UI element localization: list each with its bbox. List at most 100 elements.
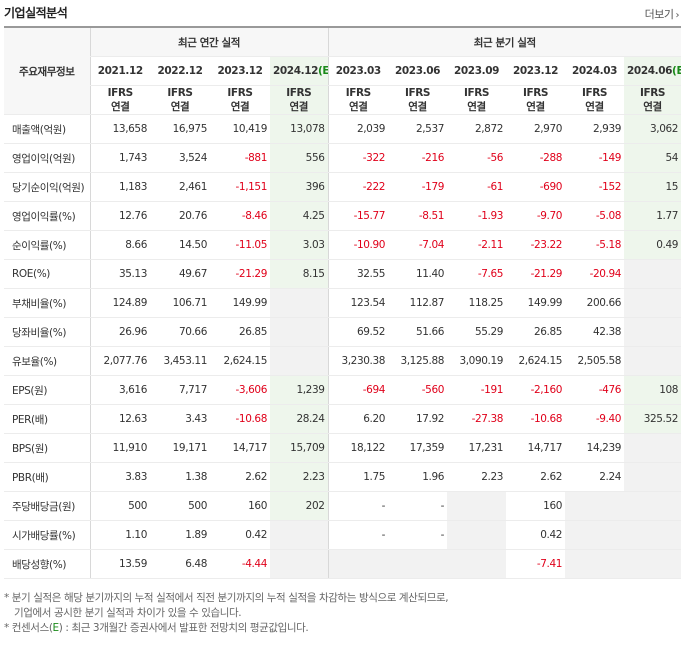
annual-period: 2022.12 — [150, 56, 210, 86]
table-row: EPS(원) 3,616 7,717 -3,606 1,239 -694 -560 -191-… — [4, 375, 681, 405]
table-cell: 325.52 — [624, 404, 681, 434]
table-cell: 160 — [210, 491, 270, 521]
table-cell: -216 — [388, 143, 448, 173]
consolidated-label: 연결 — [585, 101, 604, 113]
table-cell: 149.99 — [210, 288, 270, 318]
table-cell: 3,090.19 — [447, 346, 507, 376]
table-cell: 2,537 — [388, 114, 448, 144]
table-cell: -21.29 — [506, 259, 566, 289]
ifrs-basis: IFRS 연결 — [327, 85, 389, 115]
table-cell: 123.54 — [327, 288, 389, 318]
table-cell — [270, 346, 329, 376]
table-cell: 160 — [506, 491, 566, 521]
table-cell — [624, 288, 681, 318]
table-cell: 26.96 — [89, 317, 150, 347]
table-cell: 11,910 — [89, 433, 150, 463]
quarter-period: 2023.09 — [447, 56, 507, 86]
row-label: EPS(원) — [4, 375, 90, 405]
row-label: 주당배당금(원) — [4, 491, 90, 521]
consolidated-label: 연결 — [230, 101, 250, 113]
estimate-mark: (E) — [672, 65, 681, 77]
annual-period: 2023.12 — [210, 56, 270, 86]
table-cell: -4.44 — [210, 549, 270, 579]
table-cell: -694 — [327, 375, 389, 405]
footnote-quarterly-cont: 기업에서 공시한 분기 실적과 차이가 있을 수 있습니다. — [14, 607, 242, 619]
table-cell — [270, 288, 329, 318]
table-cell: -881 — [210, 143, 270, 173]
table-cell: 55.29 — [447, 317, 507, 347]
table-cell: -9.70 — [506, 201, 566, 231]
table-cell: 2.62 — [506, 462, 566, 492]
table-cell: 500 — [89, 491, 150, 521]
label-header: 주요재무정보 — [4, 26, 90, 115]
table-cell: -322 — [327, 143, 389, 173]
table-cell: 14,717 — [506, 433, 566, 463]
table-cell: 3,453.11 — [150, 346, 210, 376]
table-cell: -11.05 — [210, 230, 270, 260]
table-cell: 2.62 — [210, 462, 270, 492]
table-cell: 51.66 — [388, 317, 448, 347]
table-cell: 1.77 — [624, 201, 681, 231]
ifrs-label: IFRS — [581, 87, 608, 99]
table-cell: -61 — [447, 172, 507, 202]
table-cell — [388, 549, 448, 579]
table-cell: 32.55 — [327, 259, 389, 289]
more-link[interactable]: 더보기 › — [645, 6, 680, 22]
table-cell — [624, 433, 681, 463]
table-cell — [624, 317, 681, 347]
table-cell: 2,461 — [150, 172, 210, 202]
table-cell: 3,616 — [89, 375, 150, 405]
table-cell — [270, 520, 329, 550]
table-cell: 3,524 — [150, 143, 210, 173]
table-row: 주당배당금(원) 500 500 160 202- -160 — [4, 491, 681, 521]
table-cell: 13,078 — [270, 114, 329, 144]
table-cell: 124.89 — [89, 288, 150, 318]
table-row: 매출액(억원) 13,658 16,975 10,419 13,078 2,039 2,53… — [4, 114, 681, 144]
consolidated-label: 연결 — [526, 101, 545, 113]
consolidated-label: 연결 — [170, 101, 190, 113]
table-cell: 2,624.15 — [506, 346, 566, 376]
table-cell: -2.11 — [447, 230, 507, 260]
table-cell: 14,717 — [210, 433, 270, 463]
financial-summary-table: 주요재무정보 최근 연간 실적 최근 분기 실적 2021.12 2022.12 2023… — [4, 26, 681, 579]
table-cell: 6.20 — [327, 404, 389, 434]
table-cell: -56 — [447, 143, 507, 173]
table-cell: 2.24 — [565, 462, 625, 492]
quarter-period: 2023.12 — [506, 56, 566, 86]
table-cell: 69.52 — [327, 317, 389, 347]
table-cell — [565, 491, 625, 521]
table-cell — [624, 462, 681, 492]
table-cell — [565, 549, 625, 579]
ifrs-label: IFRS — [404, 87, 431, 99]
table-cell: 112.87 — [388, 288, 448, 318]
table-cell: 118.25 — [447, 288, 507, 318]
row-label: PER(배) — [4, 404, 90, 434]
ifrs-basis: IFRS 연결 — [447, 85, 507, 115]
table-cell: 200.66 — [565, 288, 625, 318]
table-cell: 7,717 — [150, 375, 210, 405]
table-cell: 35.13 — [89, 259, 150, 289]
table-cell: 3,230.38 — [327, 346, 389, 376]
consolidated-label: 연결 — [408, 101, 427, 113]
table-cell: 42.38 — [565, 317, 625, 347]
table-cell: 11.40 — [388, 259, 448, 289]
table-cell: -20.94 — [565, 259, 625, 289]
ifrs-basis: IFRS 연결 — [210, 85, 270, 115]
table-cell: -476 — [565, 375, 625, 405]
table-cell: 26.85 — [210, 317, 270, 347]
ifrs-label: IFRS — [227, 87, 253, 99]
row-label: 영업이익(억원) — [4, 143, 90, 173]
section-title: 기업실적분석 — [4, 6, 68, 20]
ifrs-basis: IFRS 연결 — [270, 85, 329, 115]
annual-period: 2024.12(E) — [270, 56, 329, 86]
table-row: PBR(배) 3.83 1.38 2.62 2.23 1.75 1.96 2.23 2.62 2.… — [4, 462, 681, 492]
table-cell: -7.04 — [388, 230, 448, 260]
row-label: PBR(배) — [4, 462, 90, 492]
table-cell: 12.63 — [89, 404, 150, 434]
table-cell: -179 — [388, 172, 448, 202]
table-cell: 3.83 — [89, 462, 150, 492]
table-cell — [624, 491, 681, 521]
table-cell: 10,419 — [210, 114, 270, 144]
quarter-header: 최근 분기 실적 — [327, 26, 681, 57]
table-cell: 2,970 — [506, 114, 566, 144]
